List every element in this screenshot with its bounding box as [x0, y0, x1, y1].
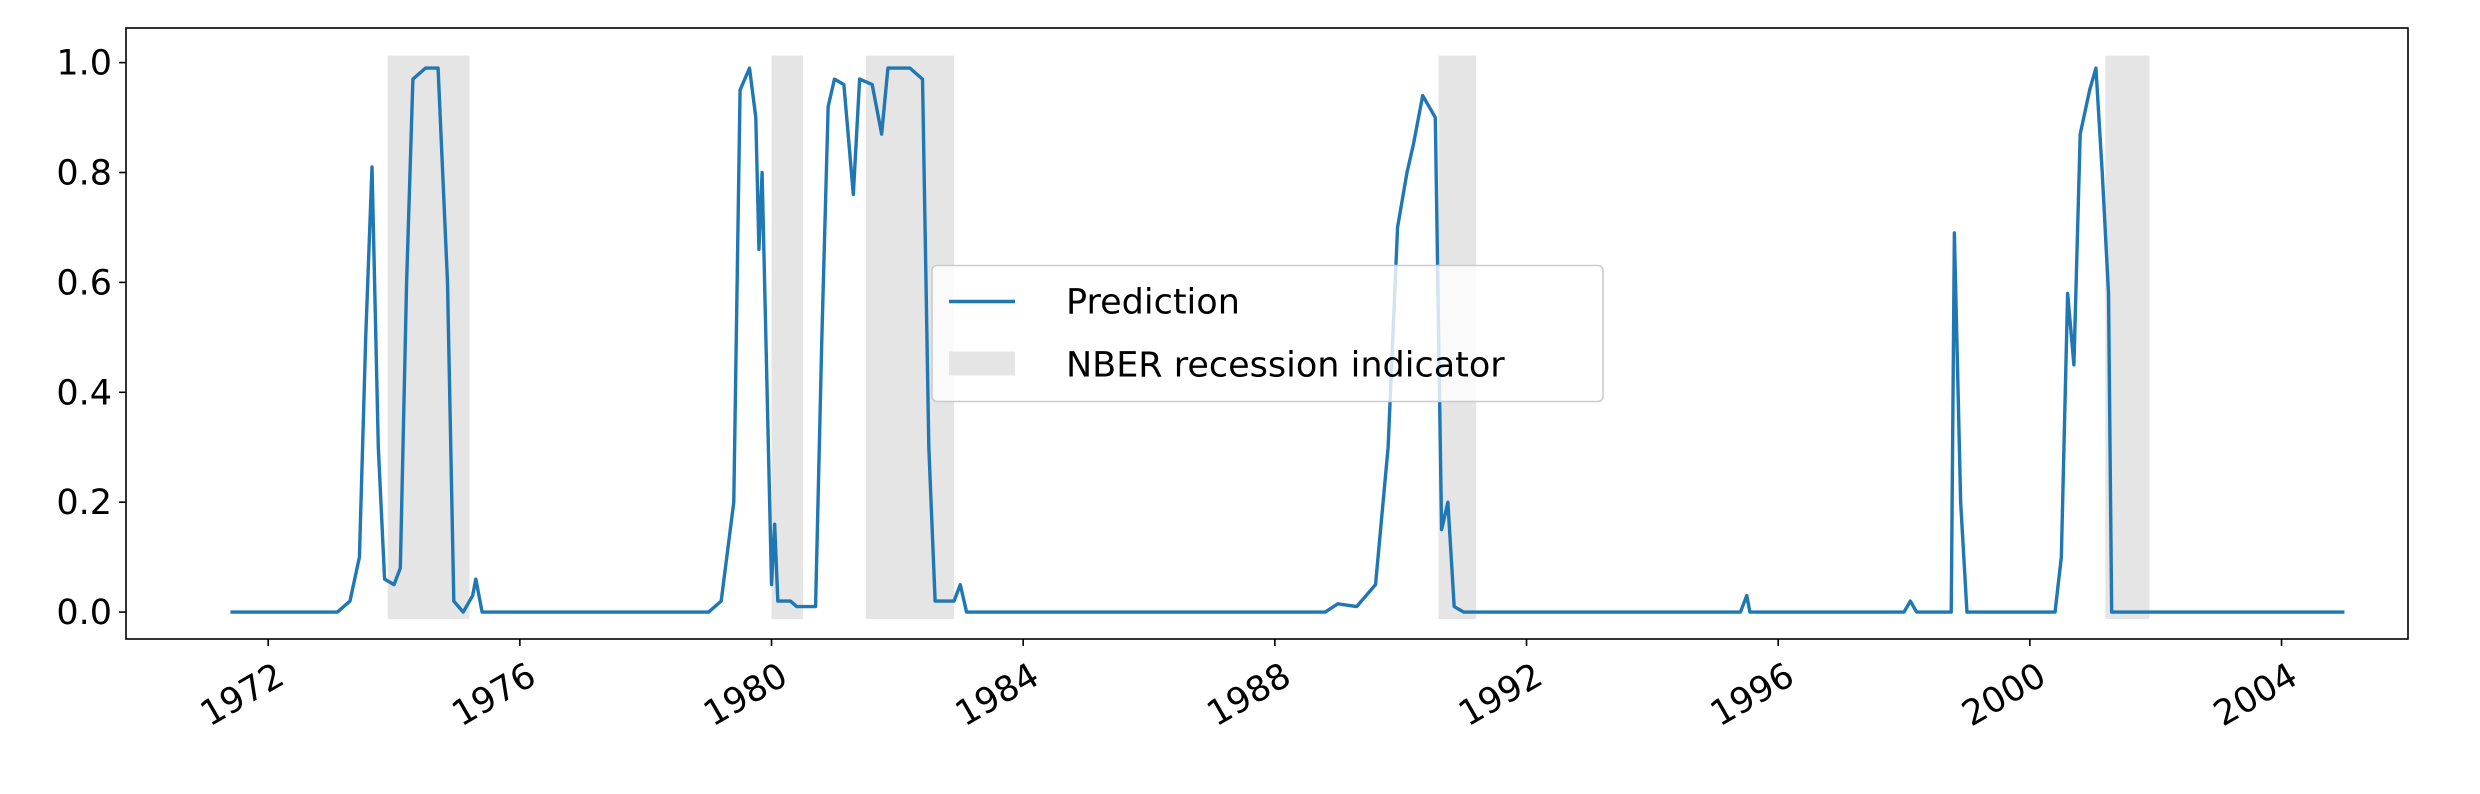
x-tick-label: 1992 — [1452, 656, 1549, 735]
y-tick-label: 0.6 — [56, 263, 112, 303]
legend-label: Prediction — [1066, 283, 1240, 323]
y-tick-label: 0.2 — [56, 483, 112, 523]
x-tick-label: 1996 — [1704, 656, 1801, 735]
x-tick-label: 1976 — [446, 656, 543, 735]
legend-label: NBER recession indicator — [1066, 346, 1505, 386]
recession-band — [2105, 55, 2150, 620]
prediction-line — [230, 66, 2345, 614]
x-tick-label: 1984 — [949, 656, 1046, 735]
x-tick-label: 1980 — [697, 656, 794, 735]
axes-frame — [125, 27, 2409, 640]
y-tick-label: 0.0 — [56, 593, 112, 633]
x-tick-label: 1988 — [1201, 656, 1298, 735]
y-tick-label: 0.4 — [56, 373, 112, 413]
legend: Prediction NBER recession indicator — [931, 264, 1604, 403]
recession-band — [771, 55, 803, 620]
x-tick-label: 2000 — [1956, 656, 2053, 735]
legend-swatch — [949, 351, 1015, 376]
y-tick-label: 0.8 — [56, 154, 112, 194]
x-tick-label: 1972 — [194, 656, 291, 735]
y-tick-label: 1.0 — [56, 44, 112, 84]
legend-frame — [931, 264, 1604, 403]
x-tick-label: 2004 — [2207, 656, 2304, 735]
